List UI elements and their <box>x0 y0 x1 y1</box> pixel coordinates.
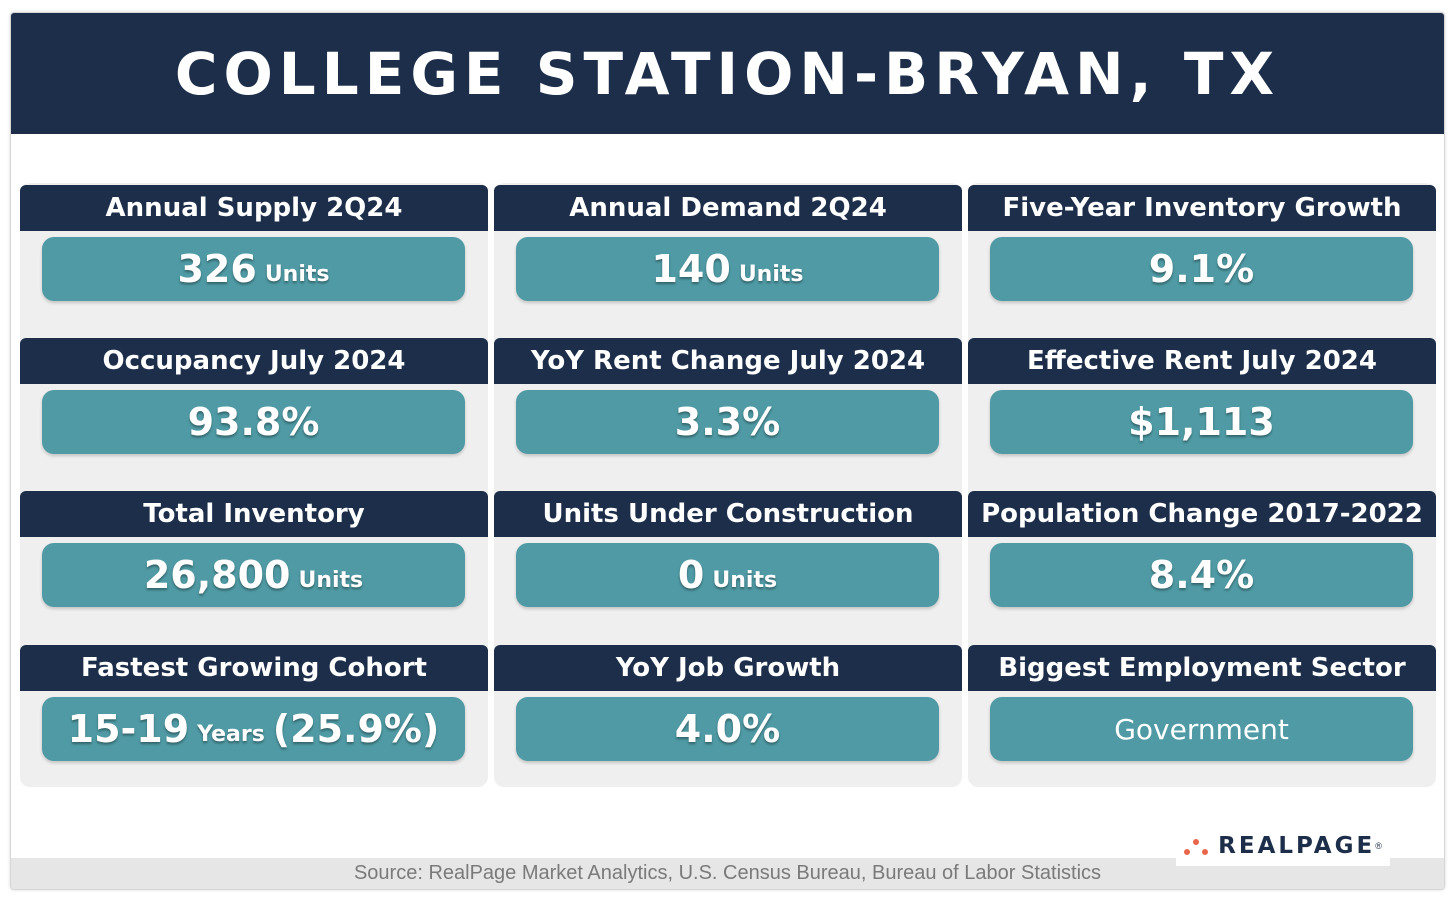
stat-label: Annual Demand 2Q24 <box>494 185 962 231</box>
stat-value: 93.8% <box>187 400 320 444</box>
stat-value-pill: 8.4% <box>990 543 1413 607</box>
stat-value-pill: 4.0% <box>516 697 939 761</box>
stat-card-yoy-job-growth: YoY Job Growth 4.0% <box>494 645 962 764</box>
stat-label: Five-Year Inventory Growth <box>968 185 1436 231</box>
source-text: Source: RealPage Market Analytics, U.S. … <box>353 862 1102 884</box>
stat-value-suffix: (25.9%) <box>272 707 440 751</box>
logo-dots-icon <box>1184 834 1212 858</box>
page-title: COLLEGE STATION-BRYAN, TX <box>174 39 1281 108</box>
stat-card-total-inventory: Total Inventory 26,800 Units <box>20 491 488 610</box>
stat-value: Government <box>1114 712 1289 746</box>
stat-value: 4.0% <box>674 707 781 751</box>
stat-value-pill: 15-19 Years (25.9%) <box>42 697 465 761</box>
stat-unit: Years <box>197 721 265 747</box>
stat-value-pill: Government <box>990 697 1413 761</box>
realpage-logo: REALPAGE ® <box>1176 826 1390 866</box>
stats-column-1: Annual Supply 2Q24 326 Units Occupancy J… <box>20 183 488 787</box>
stat-label: YoY Rent Change July 2024 <box>494 338 962 384</box>
logo-registered-mark: ® <box>1375 841 1382 851</box>
stat-card-occupancy: Occupancy July 2024 93.8% <box>20 338 488 457</box>
stat-value: $1,113 <box>1128 400 1275 444</box>
stat-unit: Units <box>738 261 804 287</box>
stat-value: 8.4% <box>1148 553 1255 597</box>
stat-unit: Units <box>264 261 330 287</box>
stat-card-biggest-employment-sector: Biggest Employment Sector Government <box>968 645 1436 764</box>
stat-label: Occupancy July 2024 <box>20 338 488 384</box>
stat-value: 15-19 <box>67 707 190 751</box>
stat-label: Biggest Employment Sector <box>968 645 1436 691</box>
stat-value-pill: 93.8% <box>42 390 465 454</box>
stat-value: 140 <box>651 247 731 291</box>
stat-card-population-change: Population Change 2017-2022 8.4% <box>968 491 1436 610</box>
stats-column-3: Five-Year Inventory Growth 9.1% Effectiv… <box>968 183 1436 787</box>
stat-card-fastest-growing-cohort: Fastest Growing Cohort 15-19 Years (25.9… <box>20 645 488 764</box>
stat-card-five-year-inventory-growth: Five-Year Inventory Growth 9.1% <box>968 185 1436 304</box>
stats-column-2: Annual Demand 2Q24 140 Units YoY Rent Ch… <box>494 183 962 787</box>
stat-value: 326 <box>177 247 257 291</box>
stat-unit: Units <box>298 567 364 593</box>
stat-value-pill: 326 Units <box>42 237 465 301</box>
stat-value-pill: 9.1% <box>990 237 1413 301</box>
stat-value-pill: $1,113 <box>990 390 1413 454</box>
stat-label: Population Change 2017-2022 <box>968 491 1436 537</box>
stat-value: 0 <box>677 553 705 597</box>
infographic-frame: COLLEGE STATION-BRYAN, TX Annual Supply … <box>10 12 1445 890</box>
stat-value-pill: 26,800 Units <box>42 543 465 607</box>
stat-card-units-under-construction: Units Under Construction 0 Units <box>494 491 962 610</box>
stat-value-pill: 140 Units <box>516 237 939 301</box>
stat-card-annual-supply: Annual Supply 2Q24 326 Units <box>20 185 488 304</box>
stat-card-yoy-rent-change: YoY Rent Change July 2024 3.3% <box>494 338 962 457</box>
stat-value: 3.3% <box>674 400 781 444</box>
stat-label: Units Under Construction <box>494 491 962 537</box>
stat-label: Annual Supply 2Q24 <box>20 185 488 231</box>
stat-label: YoY Job Growth <box>494 645 962 691</box>
logo-wordmark: REALPAGE <box>1218 833 1376 859</box>
stat-label: Fastest Growing Cohort <box>20 645 488 691</box>
stat-label: Effective Rent July 2024 <box>968 338 1436 384</box>
stat-unit: Units <box>712 567 778 593</box>
stat-value-pill: 0 Units <box>516 543 939 607</box>
header-banner: COLLEGE STATION-BRYAN, TX <box>11 13 1444 134</box>
stat-card-annual-demand: Annual Demand 2Q24 140 Units <box>494 185 962 304</box>
stat-label: Total Inventory <box>20 491 488 537</box>
stat-card-effective-rent: Effective Rent July 2024 $1,113 <box>968 338 1436 457</box>
stat-value: 9.1% <box>1148 247 1255 291</box>
stat-value-pill: 3.3% <box>516 390 939 454</box>
stat-value: 26,800 <box>143 553 291 597</box>
